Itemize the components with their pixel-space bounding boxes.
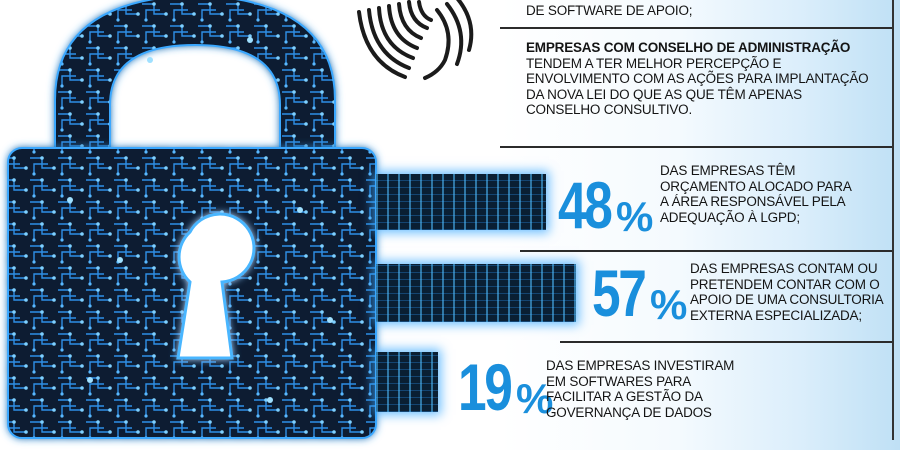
circuit-strip-2: [376, 264, 576, 322]
board-note-heading: EMPRESAS COM CONSELHO DE ADMINISTRAÇÃO: [526, 40, 851, 55]
board-note: EMPRESAS COM CONSELHO DE ADMINISTRAÇÃO T…: [526, 40, 869, 117]
divider-4: [560, 341, 892, 343]
divider-3: [520, 250, 892, 252]
stat-48-text: DAS EMPRESAS TÊM ORÇAMENTO ALOCADO PARA …: [660, 163, 852, 225]
info-panel: [500, 0, 900, 450]
padlock-circuit-icon: [7, 0, 377, 439]
circuit-strip-1: [376, 174, 546, 230]
circuit-strip-3: [376, 352, 438, 412]
stat-57-text: DAS EMPRESAS CONTAM OU PRETENDEM CONTAR …: [690, 261, 884, 323]
stat-19-percent: 19%: [458, 350, 553, 424]
stat-57-percent: 57%: [592, 256, 687, 330]
fingerprint-icon: [357, 0, 474, 80]
stat-19-text: DAS EMPRESAS INVESTIRAM EM SOFTWARES PAR…: [546, 358, 735, 420]
divider-2: [500, 146, 892, 148]
stat-48-percent: 48%: [558, 168, 653, 242]
panel-right-border: [892, 0, 894, 440]
top-note: DE SOFTWARE DE APOIO;: [526, 3, 693, 18]
divider-1: [500, 27, 892, 29]
